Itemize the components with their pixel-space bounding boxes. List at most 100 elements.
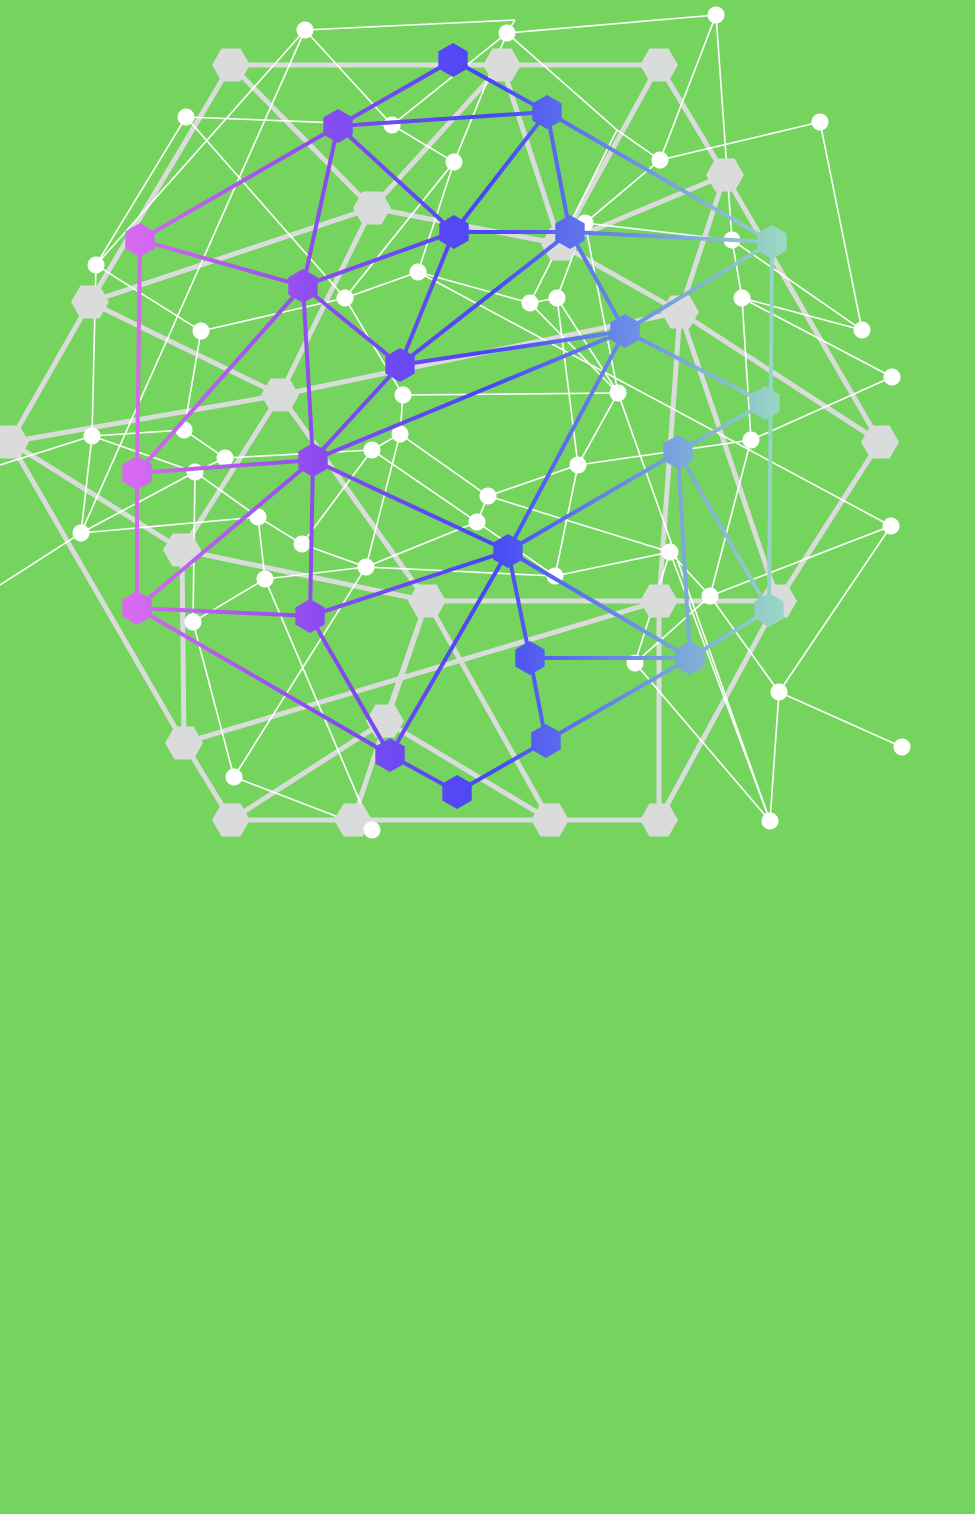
gradient-link (311, 329, 627, 462)
grey-hex-node (483, 48, 521, 82)
gradient-link (455, 739, 548, 794)
gradient-hex-node (298, 443, 328, 477)
gradient-link (135, 606, 392, 757)
gradient-link (138, 238, 305, 288)
gradient-link (135, 606, 312, 618)
gradient-hex-node (663, 435, 693, 469)
white-dot-node (651, 151, 669, 169)
grey-link (677, 172, 728, 315)
white-dot-node (883, 368, 901, 386)
gradient-link (336, 124, 456, 234)
gradient-hex-node (122, 591, 152, 625)
grey-link (181, 598, 662, 746)
grey-link (424, 598, 553, 823)
white-link (584, 222, 619, 394)
gradient-link (767, 240, 774, 612)
gradient-link (452, 110, 549, 234)
gradient-link (398, 329, 627, 367)
grey-link (369, 62, 505, 211)
gradient-link (135, 458, 315, 610)
gradient-link (545, 110, 572, 234)
white-link (257, 516, 303, 545)
white-dot-node (701, 587, 719, 605)
white-network-lines (0, 14, 903, 831)
white-dot-node (216, 449, 234, 467)
white-link (80, 435, 93, 534)
grey-hex-node (212, 803, 250, 837)
white-dot-node (770, 683, 788, 701)
gradient-link (568, 230, 774, 244)
gradient-link (545, 110, 774, 244)
white-dot-node (548, 289, 566, 307)
white-link (487, 464, 579, 497)
gradient-link (676, 450, 771, 612)
white-dot-node (733, 289, 751, 307)
grey-hex-node (163, 533, 201, 567)
gradient-link (506, 450, 680, 553)
white-dot-node (853, 321, 871, 339)
white-dot-node (225, 768, 243, 786)
gradient-link (311, 363, 402, 462)
white-link (264, 566, 367, 580)
white-dot-node (498, 24, 516, 42)
grey-hex-node (640, 584, 678, 618)
gradient-hex-node (531, 724, 561, 758)
white-link (304, 19, 516, 31)
white-dot-node (707, 6, 725, 24)
white-dot-node (357, 558, 375, 576)
gradient-link (506, 549, 692, 660)
white-link (750, 376, 893, 441)
gradient-link (138, 124, 340, 242)
gradient-hex-node (385, 348, 415, 382)
gradient-link (623, 240, 774, 333)
gradient-hex-node (754, 593, 784, 627)
gradient-link (623, 329, 767, 405)
grey-link (277, 205, 375, 398)
white-link (95, 264, 202, 332)
white-dot-node (87, 256, 105, 274)
gradient-link (301, 284, 315, 462)
gradient-hex-node (493, 534, 523, 568)
grey-link (775, 439, 883, 604)
white-dot-node (882, 517, 900, 535)
gradient-link (301, 230, 456, 288)
white-link (344, 271, 419, 299)
gradient-hex-node (610, 314, 640, 348)
gradient-link (308, 614, 392, 757)
white-link (257, 516, 266, 580)
gradient-hex-node (438, 43, 468, 77)
white-link (769, 691, 780, 822)
gradient-link (451, 58, 549, 114)
white-link (577, 392, 619, 466)
white-dot-node (72, 524, 90, 542)
gradient-hex-node (515, 641, 545, 675)
white-dot-node (609, 384, 627, 402)
white-link (634, 662, 771, 822)
white-link (819, 121, 863, 331)
white-link (659, 14, 717, 161)
white-link (192, 621, 235, 778)
white-link (80, 29, 306, 534)
white-link (233, 566, 367, 778)
grey-link (277, 392, 430, 604)
white-link (715, 14, 733, 241)
white-link (365, 433, 401, 568)
white-link (391, 124, 455, 163)
gradient-link (336, 58, 455, 128)
gradient-link (398, 230, 456, 367)
white-link (617, 392, 771, 822)
grey-link (382, 718, 553, 823)
white-dot-node (409, 263, 427, 281)
grey-hex-node (861, 425, 899, 459)
white-link (399, 433, 489, 497)
white-dot-node (293, 535, 311, 553)
grey-hex-node (640, 803, 678, 837)
white-dot-node (893, 738, 911, 756)
grey-hex-node (353, 191, 391, 225)
grey-link (557, 62, 662, 247)
white-link (183, 330, 202, 431)
white-link (506, 32, 618, 131)
white-dot-node (445, 153, 463, 171)
white-link (741, 297, 893, 378)
gradient-link (301, 284, 402, 367)
